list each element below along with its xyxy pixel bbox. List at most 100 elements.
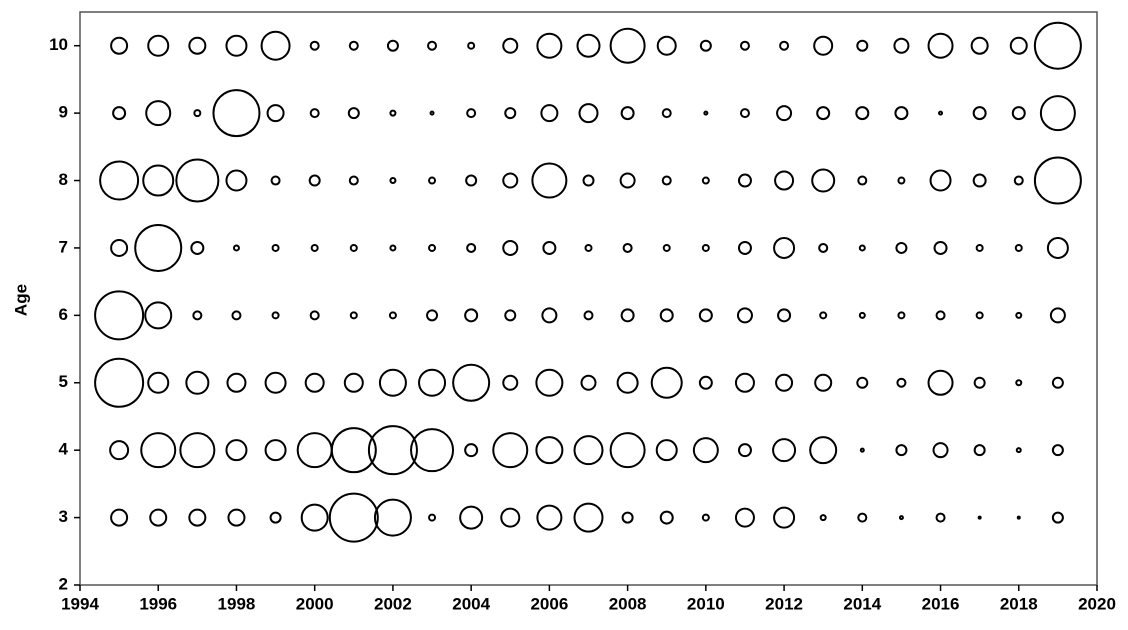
bubble (1033, 156, 1082, 205)
bubble (973, 376, 986, 389)
bubble (895, 444, 908, 457)
bubble (304, 372, 325, 393)
bubble (347, 107, 360, 120)
bubble (698, 375, 713, 390)
y-tick-label: 4 (59, 440, 69, 459)
bubble (429, 110, 435, 116)
bubble (535, 436, 564, 465)
bubble (142, 164, 175, 197)
bubble (973, 444, 986, 457)
bubble (185, 370, 210, 395)
bubble (145, 100, 172, 127)
bubble (540, 104, 559, 123)
bubble (147, 371, 170, 394)
x-tick-label: 2002 (374, 594, 412, 613)
bubble (609, 432, 646, 469)
bubble (774, 170, 795, 191)
bubble (175, 158, 220, 203)
bubble (1033, 21, 1082, 70)
bubble (773, 236, 796, 259)
bubble (777, 308, 792, 323)
bubble (932, 442, 949, 459)
y-tick-label: 3 (59, 507, 68, 526)
bubble (264, 371, 287, 394)
bubble (110, 36, 129, 55)
bubble (1014, 243, 1023, 252)
bubble (427, 40, 438, 51)
bubble (349, 243, 358, 252)
bubble (858, 244, 866, 252)
bubble (818, 242, 829, 253)
bubble (188, 36, 207, 55)
bubble (466, 108, 477, 119)
bubble (465, 174, 478, 187)
bubble (580, 374, 597, 391)
bubble (935, 310, 946, 321)
bubble (1051, 511, 1064, 524)
bubble (1013, 175, 1024, 186)
bubble (699, 39, 712, 52)
bubble (188, 508, 207, 527)
bubble (134, 223, 183, 272)
bubble (225, 34, 248, 57)
y-tick-label: 10 (49, 35, 68, 54)
bubble (1015, 311, 1023, 319)
bubble (309, 40, 320, 51)
bubble (661, 108, 672, 119)
bubble (426, 309, 439, 322)
bubble (271, 311, 280, 320)
x-tick-label: 2004 (452, 594, 490, 613)
bubble (895, 241, 908, 254)
bubble (1049, 307, 1066, 324)
bubble (502, 239, 519, 256)
bubble (894, 106, 909, 121)
bubble (737, 240, 752, 255)
bubble (898, 515, 904, 521)
y-tick-label: 8 (59, 170, 68, 189)
bubble (927, 369, 954, 396)
bubble (389, 109, 397, 117)
x-tick-label: 2006 (530, 594, 568, 613)
bubble (655, 439, 678, 462)
bubble (650, 366, 683, 399)
x-tick-label: 2008 (609, 594, 647, 613)
bubble (464, 308, 479, 323)
bubble (227, 508, 246, 527)
bubble (373, 498, 412, 537)
bubble (232, 244, 240, 252)
bubble (703, 110, 709, 116)
bubble (701, 243, 710, 252)
bubble (464, 443, 479, 458)
bubble (535, 368, 564, 397)
bubble (578, 103, 599, 124)
bubble (929, 169, 952, 192)
y-tick-label: 2 (59, 574, 68, 593)
bubble (418, 368, 447, 397)
bubble (893, 37, 910, 54)
bubble (977, 515, 982, 520)
bubble (466, 242, 477, 253)
bubble (264, 439, 287, 462)
bubble (112, 106, 127, 121)
bubble (452, 363, 491, 402)
bubble (701, 513, 710, 522)
bubble (734, 372, 755, 393)
bubble (659, 510, 674, 525)
bubble (897, 311, 906, 320)
bubble (739, 40, 750, 51)
bubble (736, 307, 753, 324)
bubble (819, 514, 827, 522)
bubble (300, 503, 329, 532)
bubble (662, 243, 671, 252)
bubble (190, 240, 205, 255)
bubble (260, 30, 291, 61)
bubble (378, 368, 407, 397)
bubble (309, 108, 320, 119)
x-tick-label: 1994 (61, 594, 99, 613)
bubble (809, 436, 838, 465)
bubble (972, 106, 987, 121)
x-tick-label: 2000 (296, 594, 334, 613)
x-tick-label: 1998 (218, 594, 256, 613)
bubble (296, 432, 333, 469)
